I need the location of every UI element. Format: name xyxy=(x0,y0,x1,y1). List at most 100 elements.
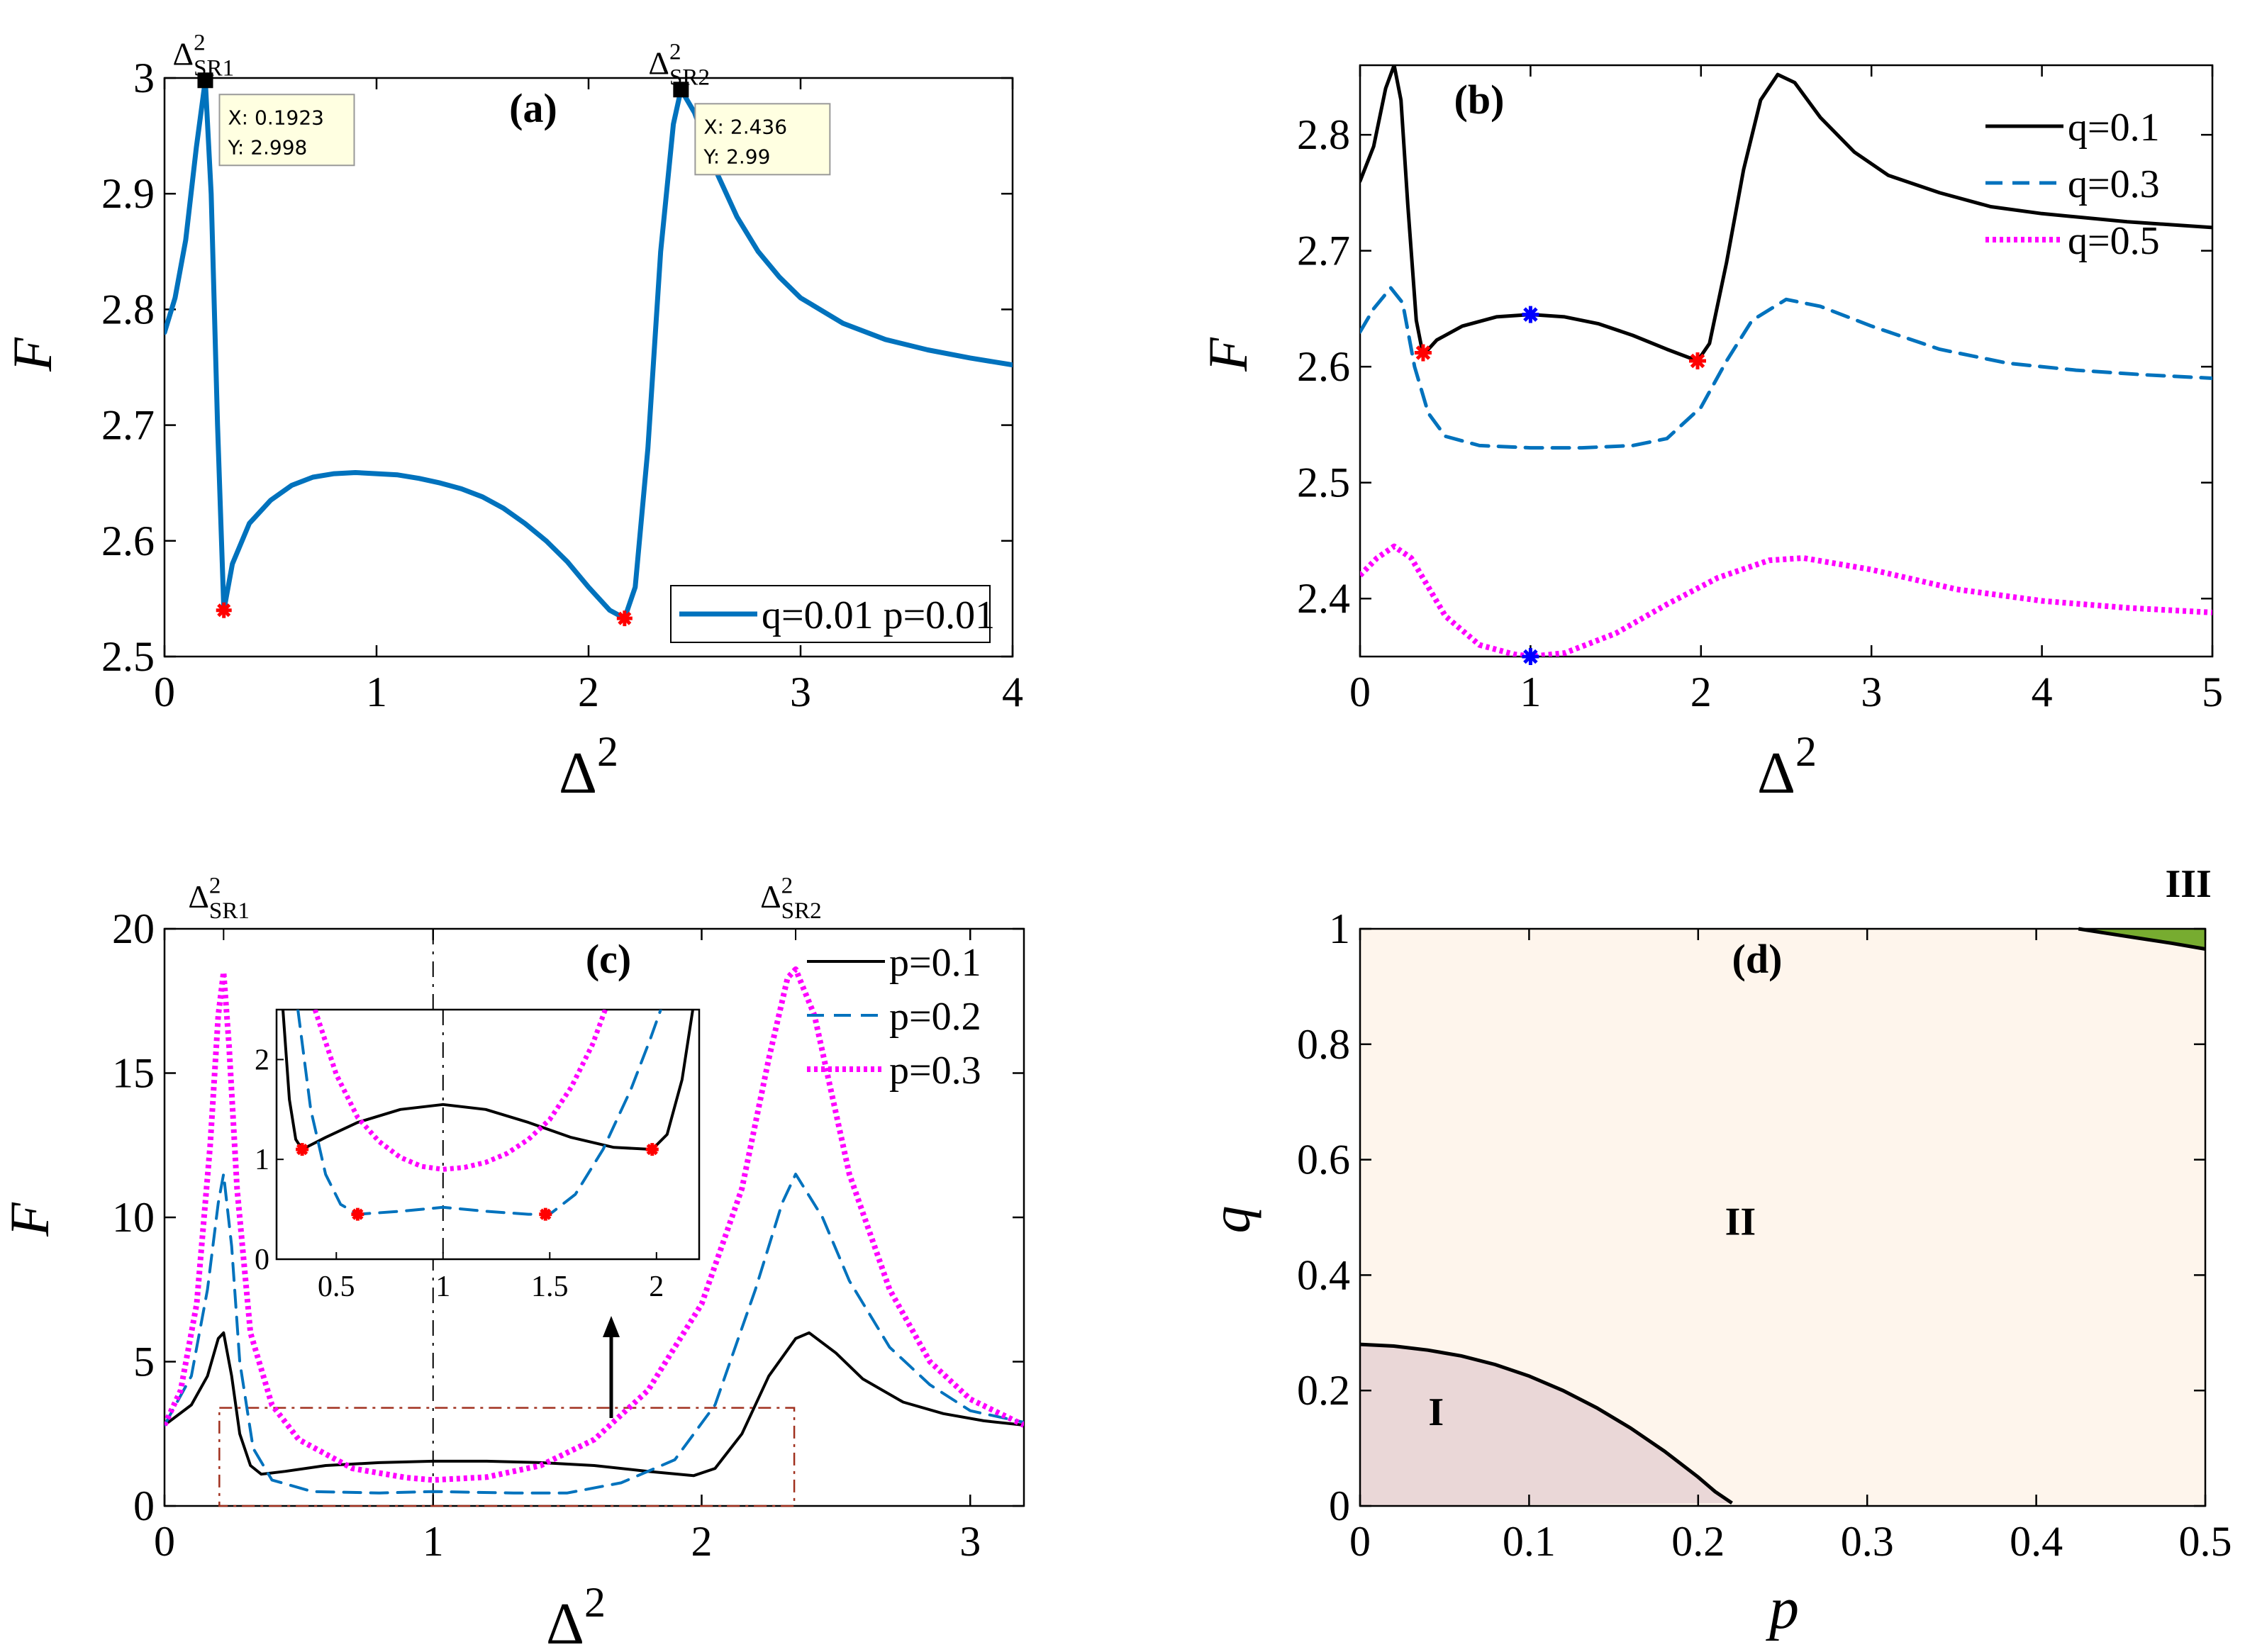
y-tick-label: 2.7 xyxy=(101,402,155,449)
y-tick-label: 0 xyxy=(1329,1483,1350,1529)
sr-label-sup: 2 xyxy=(209,872,221,898)
x-tick-label: 2 xyxy=(691,1518,713,1565)
legend-label: p=0.2 xyxy=(889,995,981,1039)
red-star-marker-stroke xyxy=(1415,345,1431,360)
red-star-marker-stroke xyxy=(217,603,231,618)
legend-label: q=0.3 xyxy=(2068,162,2160,206)
datatip-box xyxy=(218,94,355,167)
region-I-fill xyxy=(1360,1344,1732,1506)
y-tick-label: 2.5 xyxy=(101,633,155,680)
x-axis-label-main: Δ xyxy=(1757,740,1795,806)
legend: q=0.1 q=0.3 q=0.5 xyxy=(1985,106,2160,263)
x-tick-label: 2 xyxy=(578,669,599,715)
y-tick-label: 2.8 xyxy=(1297,111,1350,158)
boundary-I-II xyxy=(1359,1342,1733,1505)
peak-label-sub: SR2 xyxy=(669,65,710,91)
x-tick-label: 0.1 xyxy=(1503,1518,1556,1565)
y-tick-label: 0.2 xyxy=(1297,1367,1350,1414)
x-tick-label: 3 xyxy=(1861,669,1882,715)
red-star-marker-stroke xyxy=(618,611,632,625)
datatip-y: Y: 2.99 xyxy=(703,145,770,168)
red-star-marker xyxy=(216,602,232,618)
x-tick-label: 1 xyxy=(366,669,387,715)
sr-label-sub: SR1 xyxy=(209,898,250,924)
blue-star-marker xyxy=(1522,648,1539,665)
x-tick-label: 0.2 xyxy=(1671,1518,1725,1565)
x-axis-label: p xyxy=(1766,1575,1799,1641)
region-label-III: III xyxy=(2165,862,2211,906)
x-tick-label: 0.4 xyxy=(2010,1518,2063,1565)
sr-label-sup: 2 xyxy=(781,872,793,898)
x-tick-label: 0 xyxy=(1349,669,1371,715)
sr-label-sub: SR2 xyxy=(781,898,822,924)
inset-red-star-marker xyxy=(539,1207,552,1221)
panel-label: (b) xyxy=(1454,77,1505,123)
inset-x-tick-label: 1 xyxy=(435,1271,450,1303)
plot-frame xyxy=(1359,927,2207,1507)
datatip-x: X: 2.436 xyxy=(703,115,787,138)
region-label-II: II xyxy=(1725,1200,1756,1244)
inset-x-tick-label: 0.5 xyxy=(318,1271,355,1303)
series-line-p=0.2 xyxy=(296,1010,662,1216)
x-tick-label: 5 xyxy=(2202,669,2223,715)
legend-label: q=0.5 xyxy=(2068,219,2160,263)
peak-marker xyxy=(673,82,689,98)
inset-y-tick-label: 0 xyxy=(255,1244,269,1276)
inset-red-star-marker xyxy=(296,1143,309,1156)
x-axis-label: Δ2 xyxy=(559,728,618,806)
inset-red-star-marker-stroke xyxy=(352,1208,364,1220)
sr-label-main: Δ xyxy=(760,878,781,915)
y-tick-label: 2.7 xyxy=(1297,228,1350,274)
boundary-II-III xyxy=(2078,927,2206,951)
peak-marker xyxy=(197,72,213,89)
series-line-p=0.3 xyxy=(312,1010,608,1172)
legend: q=0.01 p=0.01 xyxy=(670,585,995,643)
datatip-box xyxy=(694,103,831,176)
blue-star-marker-stroke xyxy=(1523,307,1538,322)
legend-label: q=0.1 xyxy=(2068,106,2160,150)
peak-label: Δ2 SR2 xyxy=(648,39,710,91)
panel-label: (d) xyxy=(1732,936,1783,982)
series-line-p=0.3 xyxy=(165,966,1024,1483)
region-label-I: I xyxy=(1428,1390,1444,1434)
peak-label-sup: 2 xyxy=(669,39,681,65)
y-tick-label: 0.6 xyxy=(1297,1137,1350,1183)
inset-x-tick-label: 2 xyxy=(649,1271,664,1303)
x-tick-label: 3 xyxy=(959,1518,981,1565)
x-tick-label: 0.5 xyxy=(2179,1518,2232,1565)
zoom-arrow-head xyxy=(603,1316,620,1337)
legend-label: q=0.01 p=0.01 xyxy=(762,593,995,637)
y-tick-label: 15 xyxy=(112,1050,155,1097)
region-III-fill xyxy=(2078,929,2205,949)
panel-label: (c) xyxy=(586,936,631,982)
inset-x-tick-label: 1.5 xyxy=(531,1271,569,1303)
x-tick-label: 0 xyxy=(154,669,175,715)
blue-star-marker xyxy=(1522,306,1539,323)
red-star-marker xyxy=(1414,344,1432,362)
series-line-q=0.5 xyxy=(1360,543,2212,657)
series-line-p=0.1 xyxy=(165,1331,1024,1478)
y-tick-label: 1 xyxy=(1329,905,1350,952)
datatip-y: Y: 2.998 xyxy=(227,135,307,159)
y-tick-label: 2.4 xyxy=(1297,575,1350,622)
x-tick-label: 3 xyxy=(790,669,811,715)
x-axis-label-main: Δ xyxy=(559,740,597,806)
inset-red-star-marker-stroke xyxy=(540,1208,552,1220)
y-tick-label: 2.5 xyxy=(1297,459,1350,506)
x-tick-label: 0.3 xyxy=(1841,1518,1894,1565)
sr-label: Δ2 SR1 xyxy=(188,872,250,924)
sr-label: Δ2 SR2 xyxy=(760,872,822,924)
x-tick-label: 4 xyxy=(1002,669,1023,715)
datatip: X: 0.1923 Y: 2.998 xyxy=(218,94,355,167)
y-tick-label: 20 xyxy=(112,905,155,952)
y-tick-label: 3 xyxy=(133,55,155,101)
y-tick-label: 2.6 xyxy=(1297,343,1350,390)
x-axis-label-sup: 2 xyxy=(597,728,618,775)
peak-label-main: Δ xyxy=(172,35,194,72)
peak-label-sub: SR1 xyxy=(194,55,234,81)
peak-label: Δ2 SR1 xyxy=(172,30,234,82)
x-tick-label: 0 xyxy=(1349,1518,1371,1565)
